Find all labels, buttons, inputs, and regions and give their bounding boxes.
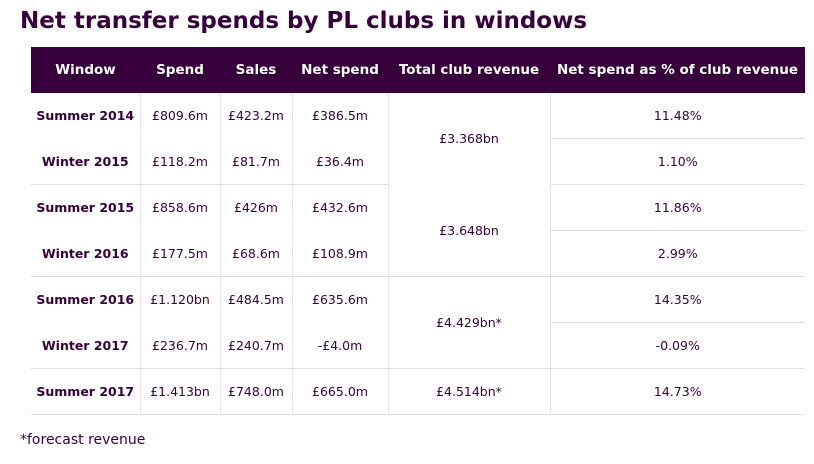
spend-cell: £809.6m — [140, 93, 221, 139]
pct-cell: -0.09% — [549, 322, 805, 369]
window-cell: Summer 2015 — [31, 184, 141, 231]
net-spend-cell: £432.6m — [312, 200, 368, 216]
sales-cell: £484.5m — [220, 276, 293, 323]
revenue-cell: £3.648bn — [387, 184, 551, 277]
pct-cell: 2.99% — [549, 230, 805, 277]
header-net-spend-pct: Net spend as % of club revenue — [550, 47, 805, 93]
table-row: Summer 2016 £1.120bn £484.5m £635.6m £4.… — [31, 276, 805, 369]
window-cell: Winter 2015 — [31, 138, 141, 185]
window-cell: Summer 2016 — [31, 276, 141, 323]
spend-cell: £1.413bn — [140, 368, 221, 415]
pct-cell: 11.48% — [549, 93, 805, 139]
sales-cell: £81.7m — [220, 138, 293, 185]
sales-cell: £426m — [220, 184, 293, 231]
table-row: Summer 2015 £858.6m £426m £432.6m £3.648… — [31, 184, 805, 277]
net-spend-cell: £36.4m — [292, 138, 388, 185]
window-cell: Summer 2014 — [31, 93, 141, 139]
header-window: Window — [31, 47, 140, 93]
revenue-cell: £3.368bn — [387, 93, 551, 185]
table-row: Summer 2017 £1.413bn £748.0m £665.0m £4.… — [31, 368, 805, 415]
net-spend-cell: £665.0m — [292, 368, 388, 415]
spend-cell: £1.120bn — [140, 276, 221, 323]
sales-cell: £240.7m — [220, 322, 293, 369]
window-cell: Winter 2016 — [31, 230, 141, 277]
pct-cell: 11.86% — [549, 184, 805, 231]
table-row: Winter 2016 £177.5m £68.6m £108.9m 2.99% — [31, 230, 805, 277]
page-title: Net transfer spends by PL clubs in windo… — [20, 8, 588, 34]
footnote: *forecast revenue — [20, 432, 146, 448]
header-net-spend: Net spend — [292, 47, 388, 93]
spend-cell: £177.5m — [140, 230, 221, 277]
sales-cell: £423.2m — [220, 93, 293, 139]
sales-cell: £748.0m — [220, 368, 293, 415]
net-spend-cell: £635.6m — [312, 292, 368, 308]
transfer-spend-table: Window Spend Sales Net spend Total club … — [31, 47, 805, 415]
pct-cell: 14.73% — [549, 368, 805, 415]
header-spend: Spend — [140, 47, 220, 93]
header-sales: Sales — [220, 47, 292, 93]
revenue-cell: £4.429bn* — [387, 276, 551, 369]
net-spend-cell: £386.5m — [312, 108, 368, 124]
sales-cell: £68.6m — [220, 230, 293, 277]
revenue-cell: £4.514bn* — [387, 368, 551, 415]
spend-cell: £118.2m — [140, 138, 221, 185]
window-cell: Summer 2017 — [31, 368, 141, 415]
header-total-club-revenue: Total club revenue — [388, 47, 550, 93]
net-spend-cell: -£4.0m — [292, 322, 388, 369]
spend-cell: £236.7m — [140, 322, 221, 369]
pct-cell: 1.10% — [549, 138, 805, 185]
table-row: Winter 2017 £236.7m £240.7m -£4.0m -0.09… — [31, 322, 805, 369]
spend-cell: £858.6m — [140, 184, 221, 231]
table-header-row: Window Spend Sales Net spend Total club … — [31, 47, 805, 93]
table-row: Summer 2014 £809.6m £423.2m £386.5m £3.3… — [31, 93, 805, 185]
window-cell: Winter 2017 — [31, 322, 141, 369]
net-spend-cell: £108.9m — [292, 230, 388, 277]
pct-cell: 14.35% — [549, 276, 805, 323]
table-row: Winter 2015 £118.2m £81.7m £36.4m 1.10% — [31, 138, 805, 185]
